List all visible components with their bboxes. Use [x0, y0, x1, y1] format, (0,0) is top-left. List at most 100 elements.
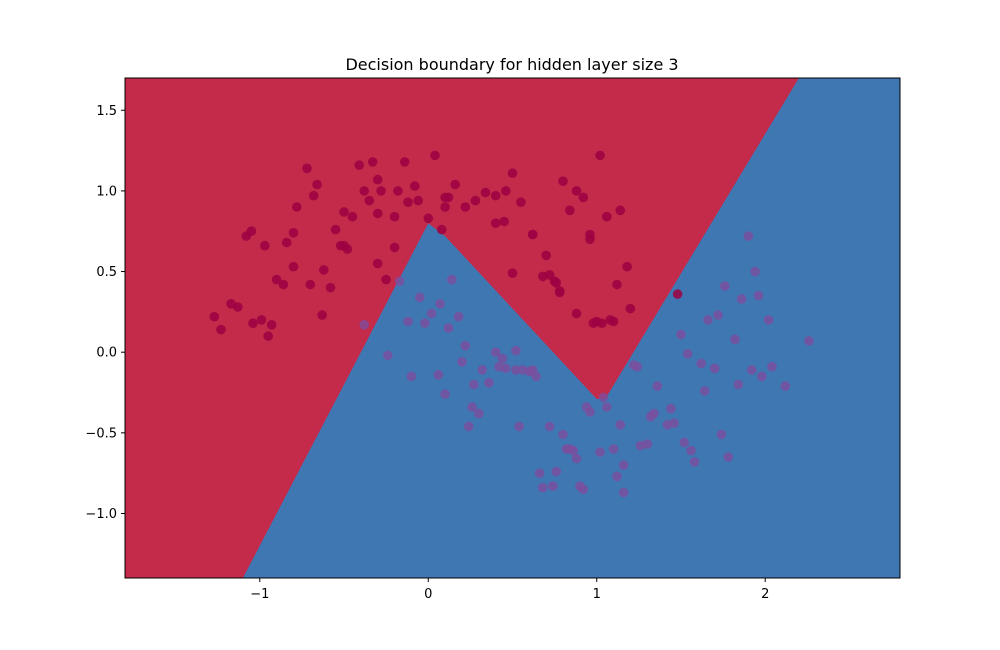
- data-point-class-1: [666, 403, 676, 414]
- data-point-class-0: [527, 229, 538, 240]
- x-tick-label: 0: [424, 587, 432, 602]
- data-point-class-1: [753, 290, 764, 301]
- data-point-class-0: [460, 202, 471, 212]
- data-point-class-0: [450, 179, 461, 190]
- data-point-class-1: [565, 444, 575, 454]
- data-point-class-0: [558, 176, 568, 186]
- data-point-class-1: [720, 281, 730, 291]
- data-point-class-0: [612, 279, 622, 290]
- data-point-class-1: [440, 389, 450, 399]
- data-point-class-1: [743, 231, 754, 241]
- data-point-class-0: [256, 315, 267, 325]
- data-point-class-1: [703, 315, 713, 325]
- data-point-class-0: [507, 268, 518, 279]
- data-point-class-1: [457, 357, 467, 367]
- data-point-class-1: [420, 318, 430, 329]
- data-point-class-1: [709, 363, 720, 374]
- data-point-class-0: [339, 207, 349, 217]
- data-point-class-1: [696, 358, 706, 369]
- data-point-class-0: [501, 186, 511, 196]
- data-point-class-0: [622, 261, 632, 272]
- data-point-class-0: [278, 279, 289, 290]
- data-point-class-0: [578, 192, 589, 203]
- data-point-class-0: [248, 318, 258, 329]
- data-point-class-0: [305, 279, 316, 290]
- data-point-class-1: [469, 379, 479, 390]
- data-point-class-1: [359, 320, 370, 330]
- data-point-class-1: [477, 365, 488, 375]
- y-tick-label: −0.5: [85, 426, 117, 441]
- data-point-class-0: [364, 195, 375, 206]
- data-point-class-0: [389, 211, 400, 222]
- data-point-class-1: [595, 447, 605, 458]
- data-point-class-1: [581, 402, 592, 412]
- data-point-class-1: [730, 334, 740, 345]
- data-point-class-1: [544, 421, 555, 432]
- data-point-class-1: [534, 468, 545, 479]
- data-point-class-0: [263, 331, 274, 341]
- data-point-class-0: [292, 202, 302, 212]
- data-point-class-1: [699, 386, 710, 396]
- data-point-class-1: [804, 336, 814, 346]
- data-point-class-0: [423, 213, 434, 224]
- data-point-class-1: [733, 379, 744, 390]
- data-point-class-0: [233, 302, 243, 312]
- data-point-class-1: [511, 345, 521, 356]
- data-point-class-1: [531, 371, 541, 382]
- data-point-class-0: [403, 197, 413, 207]
- data-point-class-0: [430, 150, 440, 161]
- data-point-class-0: [410, 181, 420, 191]
- data-point-class-0: [585, 234, 595, 245]
- data-point-class-1: [467, 402, 477, 412]
- data-point-class-0: [615, 205, 626, 216]
- data-point-class-0: [470, 195, 481, 206]
- data-point-class-0: [319, 265, 329, 275]
- data-point-class-0: [565, 205, 575, 216]
- data-point-class-0: [413, 195, 424, 206]
- data-point-class-1: [497, 353, 508, 364]
- data-point-class-1: [435, 299, 445, 309]
- data-point-class-1: [415, 292, 425, 303]
- data-point-class-1: [716, 429, 727, 440]
- data-point-class-1: [538, 482, 548, 493]
- data-point-class-1: [494, 361, 504, 372]
- data-point-class-0: [281, 237, 292, 248]
- data-point-class-1: [780, 381, 791, 391]
- data-point-class-1: [474, 408, 484, 419]
- data-point-class-0: [288, 261, 299, 272]
- data-point-class-0: [372, 208, 383, 219]
- data-point-class-0: [354, 160, 365, 170]
- data-point-class-1: [426, 308, 437, 319]
- data-point-class-1: [676, 329, 686, 340]
- data-point-class-0: [216, 324, 226, 335]
- data-point-class-1: [484, 378, 494, 388]
- data-point-class-0: [597, 318, 607, 329]
- data-point-class-0: [588, 318, 599, 329]
- y-tick-label: 0.5: [96, 265, 117, 280]
- data-point-class-0: [602, 211, 612, 222]
- data-point-class-1: [618, 487, 629, 498]
- data-point-class-0: [490, 218, 501, 228]
- data-point-class-1: [511, 365, 521, 375]
- data-point-class-1: [598, 392, 609, 403]
- y-tick-label: 1.0: [96, 184, 117, 199]
- data-point-class-1: [548, 481, 558, 491]
- data-point-class-0: [490, 190, 501, 201]
- data-point-class-1: [460, 340, 471, 351]
- data-point-class-1: [767, 361, 777, 372]
- data-point-class-0: [330, 224, 341, 235]
- data-point-class-0: [246, 226, 257, 236]
- data-point-class-1: [602, 402, 612, 412]
- data-point-class-0: [440, 202, 450, 212]
- data-point-class-1: [763, 315, 774, 325]
- data-point-class-0: [393, 186, 403, 196]
- data-point-class-1: [632, 361, 642, 372]
- data-point-class-1: [682, 349, 693, 359]
- y-tick-label: 0.0: [96, 346, 117, 361]
- data-point-class-1: [612, 471, 622, 482]
- data-point-class-1: [558, 429, 568, 440]
- x-tick-label: 2: [761, 587, 769, 602]
- data-point-class-0: [381, 274, 391, 285]
- data-point-class-1: [736, 294, 747, 304]
